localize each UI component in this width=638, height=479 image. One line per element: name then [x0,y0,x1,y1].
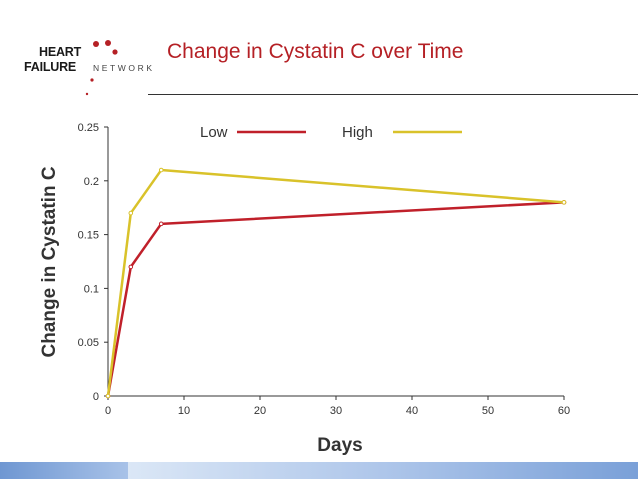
series-low [105,200,567,399]
data-point-high [561,200,567,205]
logo-text-network: NETWORK [93,63,155,73]
slide-title: Change in Cystatin C over Time [167,40,464,63]
footer-bar-left [0,462,128,479]
series-line-high [106,168,565,397]
footer-bar-right [128,462,638,479]
chart-axes: 0 0.05 0.1 0.15 0.2 0.25 0 10 20 30 40 50 60 [78,122,571,417]
logo-dots-icon [85,40,118,96]
x-axis-label: Days [317,435,362,456]
data-point-high [128,210,134,216]
y-tick-label: 0.15 [78,230,99,242]
logo-text-heart: HEART [39,45,82,59]
x-tick-label: 20 [254,405,266,417]
y-tick-label: 0 [93,391,99,403]
legend-label-high: High [342,124,373,141]
y-tick-label: 0.25 [78,122,99,134]
x-ticks: 0 10 20 30 40 50 60 [105,396,570,417]
logo-text-failure: FAILURE [24,60,77,74]
x-tick-label: 0 [105,405,111,417]
heart-failure-network-logo: HEART FAILURE NETWORK [24,40,154,96]
legend-label-low: Low [200,124,228,141]
series-layer [105,167,567,399]
legend: Low High [200,124,462,141]
x-tick-label: 50 [482,405,494,417]
data-point-high [158,167,164,173]
x-tick-label: 30 [330,405,342,417]
data-point-low [158,221,164,227]
title-divider [148,94,638,95]
y-axis-label: Change in Cystatin C [39,166,60,357]
data-point-low [128,264,134,270]
data-point-high [105,393,111,399]
series-line-low [106,201,565,397]
x-tick-label: 40 [406,405,418,417]
y-tick-label: 0.1 [84,283,99,295]
x-tick-label: 60 [558,405,570,417]
y-tick-label: 0.05 [78,337,99,349]
y-ticks: 0 0.05 0.1 0.15 0.2 0.25 [78,122,108,403]
x-tick-label: 10 [178,405,190,417]
series-high [105,167,567,399]
footer-bar [0,462,638,479]
y-tick-label: 0.2 [84,176,99,188]
